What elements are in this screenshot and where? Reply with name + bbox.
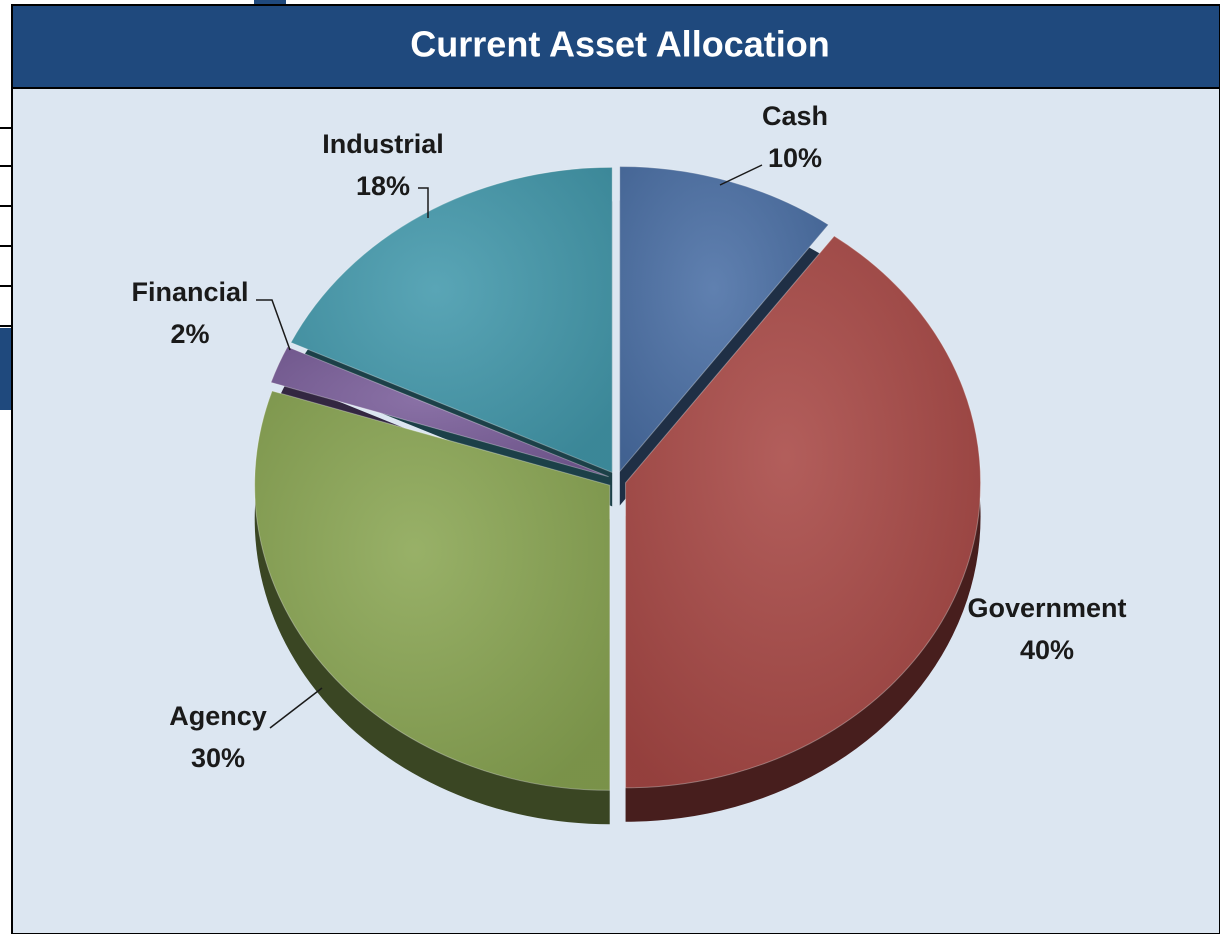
value-label: 2% xyxy=(170,319,209,349)
slice-shade xyxy=(271,346,609,477)
slice-shade xyxy=(625,236,981,788)
chart-area xyxy=(11,4,1220,934)
category-label: Industrial xyxy=(322,129,444,159)
category-label: Financial xyxy=(131,277,248,307)
value-label: 18% xyxy=(356,171,410,201)
sheet-grid xyxy=(0,127,12,327)
leader-line xyxy=(256,299,291,351)
leader-line xyxy=(719,164,763,186)
data-labels: Cash 10% Government 40% Agency 30% Financial 2%… xyxy=(131,101,1126,773)
value-label: 10% xyxy=(768,143,822,173)
sheet-cell xyxy=(0,328,12,410)
category-label: Cash xyxy=(762,101,828,131)
leader-line xyxy=(418,187,429,218)
category-label: Agency xyxy=(169,701,267,731)
sheet-cell xyxy=(254,0,286,6)
title-bar xyxy=(11,4,1220,89)
slice-shade xyxy=(254,391,610,791)
value-label: 30% xyxy=(191,743,245,773)
slice-shade xyxy=(619,166,829,472)
pie-tops xyxy=(254,165,982,791)
category-label: Government xyxy=(967,593,1126,623)
slice-shade xyxy=(290,167,613,473)
chart-title: Current Asset Allocation xyxy=(410,24,829,65)
leader-line xyxy=(269,687,323,729)
value-label: 40% xyxy=(1020,635,1074,665)
